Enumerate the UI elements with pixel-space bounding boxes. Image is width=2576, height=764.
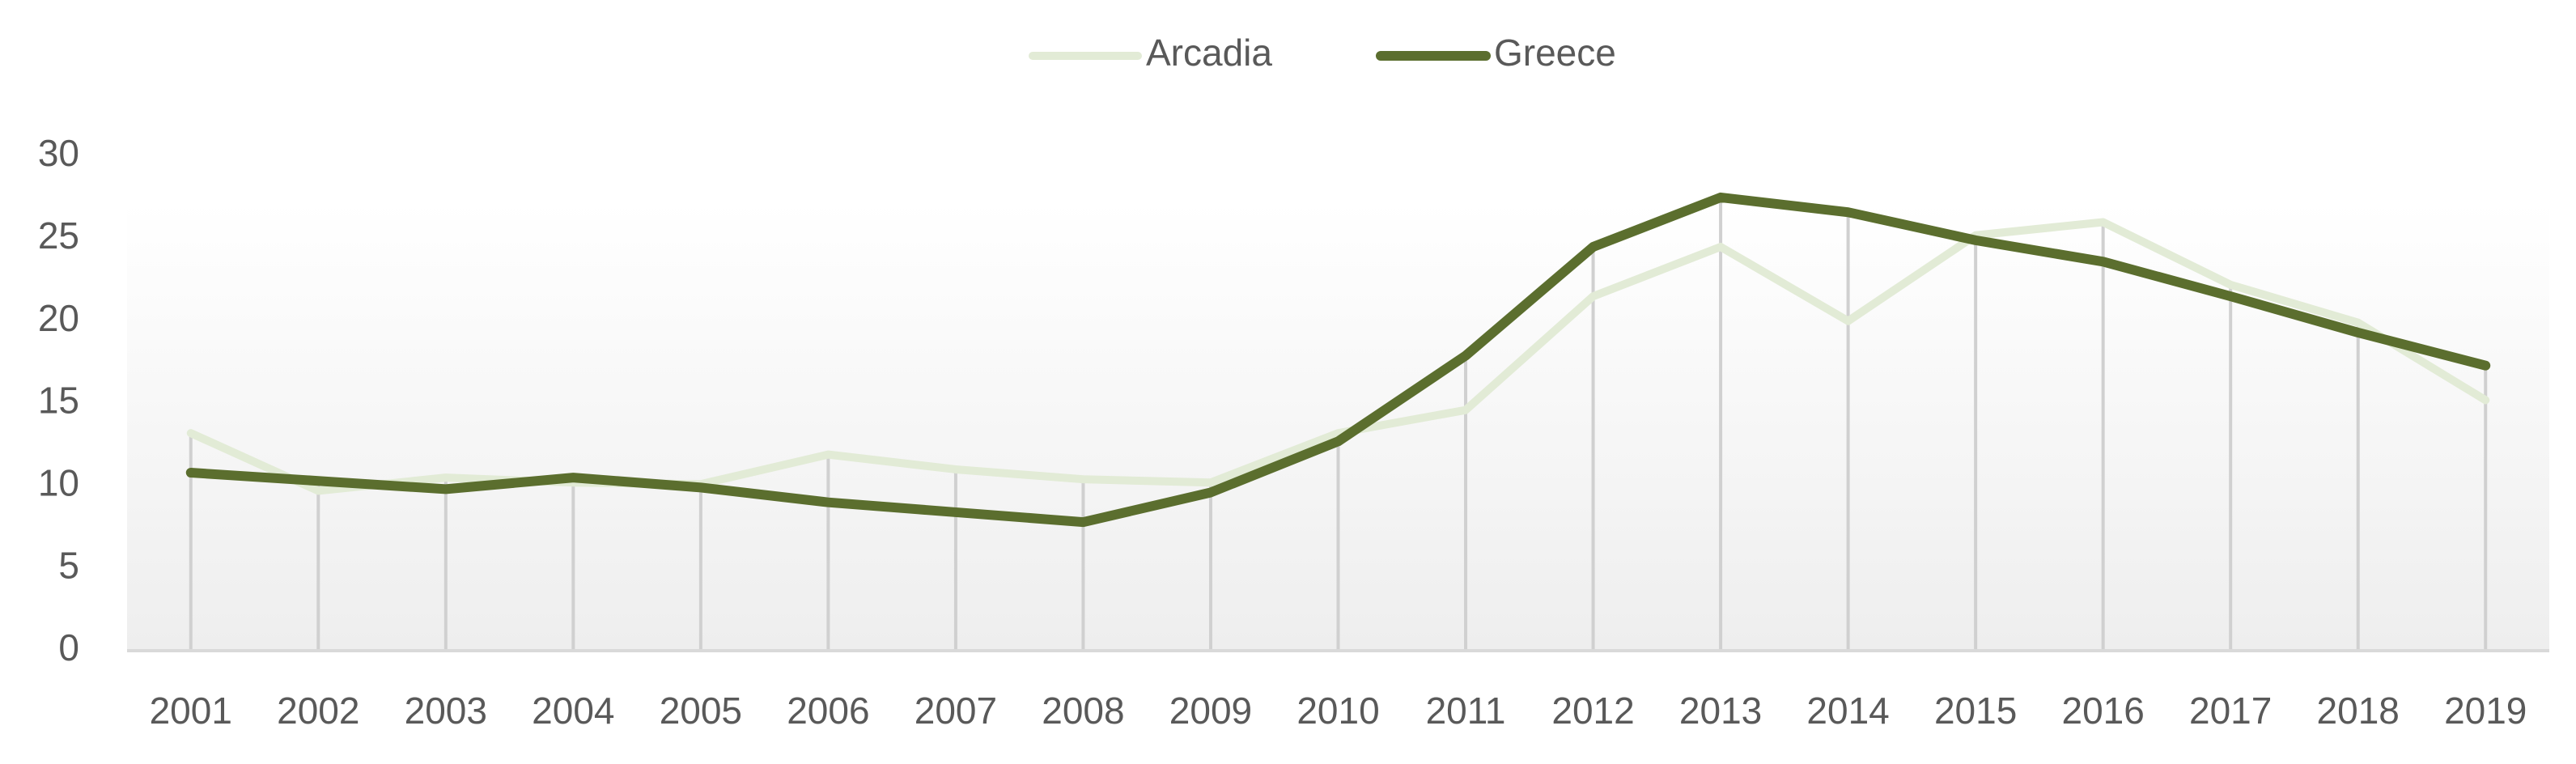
- x-tick-label: 2016: [2061, 690, 2144, 732]
- y-tick-label: 10: [38, 461, 79, 503]
- x-tick-label: 2014: [1806, 690, 1889, 732]
- x-tick-label: 2003: [405, 690, 487, 732]
- x-tick-label: 2001: [150, 690, 232, 732]
- x-tick-label: 2015: [1934, 690, 2017, 732]
- x-tick-label: 2019: [2444, 690, 2527, 732]
- legend-label: Greece: [1494, 32, 1616, 74]
- series-line: [185, 192, 2491, 528]
- x-tick-label: 2008: [1042, 690, 1124, 732]
- x-tick-label: 2010: [1296, 690, 1379, 732]
- x-tick-label: 2011: [1426, 690, 1506, 732]
- x-tick-label: 2017: [2189, 690, 2272, 732]
- y-tick-label: 0: [58, 626, 79, 668]
- y-tick-label: 30: [38, 132, 79, 174]
- x-tick-label: 2007: [915, 690, 997, 732]
- y-tick-label: 25: [38, 214, 79, 257]
- x-tick-label: 2009: [1169, 690, 1252, 732]
- y-tick-label: 5: [58, 544, 79, 586]
- x-tick-label: 2013: [1679, 690, 1762, 732]
- x-tick-label: 2005: [660, 690, 742, 732]
- y-tick-label: 20: [38, 297, 79, 339]
- series-line: [186, 218, 2490, 495]
- y-tick-label: 15: [38, 380, 79, 422]
- x-tick-label: 2006: [787, 690, 869, 732]
- x-tick-label: 2004: [532, 690, 614, 732]
- x-tick-label: 2018: [2317, 690, 2400, 732]
- x-tick-label: 2002: [277, 690, 359, 732]
- x-tick-label: 2012: [1551, 690, 1634, 732]
- legend-label: Arcadia: [1146, 32, 1272, 74]
